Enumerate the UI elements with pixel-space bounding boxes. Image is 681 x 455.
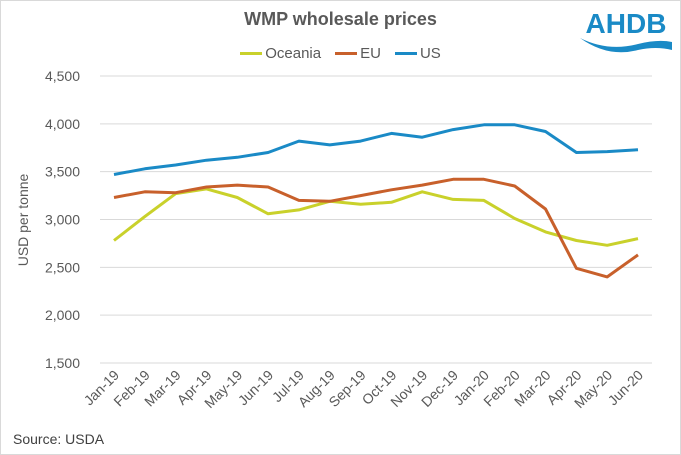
x-tick-label: Jun-20 [605, 367, 647, 409]
ahdb-logo: AHDB [580, 8, 672, 53]
series-line-us [113, 123, 639, 176]
logo-text: AHDB [586, 8, 667, 39]
legend-item-us: US [394, 45, 441, 62]
y-tick-label: 4,500 [45, 68, 80, 84]
y-tick-label: 3,000 [45, 212, 80, 228]
y-tick-label: 2,000 [45, 307, 80, 323]
y-tick-label: 3,500 [45, 164, 80, 180]
legend-swatch-us [394, 52, 417, 55]
legend-label-eu: EU [360, 45, 381, 62]
logo-wave [580, 38, 672, 53]
x-axis-ticks: Jan-19Feb-19Mar-19Apr-19May-19Jun-19Jul-… [81, 367, 647, 411]
y-axis-label: USD per tonne [15, 173, 31, 266]
y-tick-label: 1,500 [45, 355, 80, 371]
y-axis-ticks: 1,500 2,000 2,500 3,000 3,500 4,000 4,500 [45, 68, 80, 371]
source-note: Source: USDA [13, 431, 105, 447]
series-line-eu [113, 177, 639, 279]
legend-item-oceania: Oceania [240, 45, 321, 62]
gridlines [100, 75, 652, 364]
x-tick-label: Jun-19 [235, 367, 277, 409]
legend-label-oceania: Oceania [265, 45, 322, 62]
legend-item-eu: EU [335, 45, 381, 62]
series-lines [113, 123, 639, 279]
legend: Oceania EU US [0, 45, 681, 62]
y-tick-label: 4,000 [45, 116, 80, 132]
legend-swatch-oceania [240, 52, 263, 55]
chart-title: WMP wholesale prices [244, 9, 437, 29]
legend-swatch-eu [335, 52, 358, 55]
series-line-oceania [113, 187, 639, 247]
legend-label-us: US [419, 45, 441, 62]
y-tick-label: 2,500 [45, 259, 80, 275]
